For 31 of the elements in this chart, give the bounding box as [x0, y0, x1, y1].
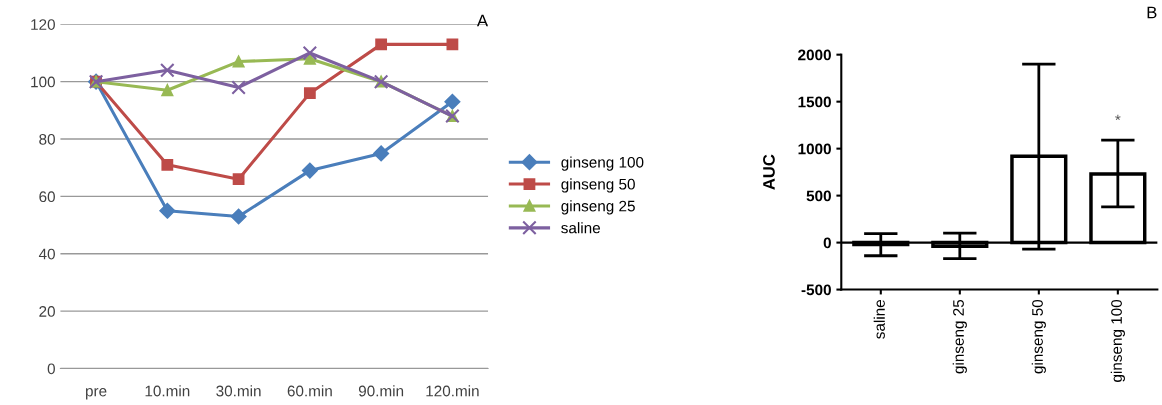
y-tick-label: 1000	[798, 143, 831, 155]
x-tick-label: ginseng 50	[1031, 299, 1046, 374]
y-tick-label: 40	[38, 248, 55, 260]
y-tick-label: 20	[39, 306, 55, 317]
y-tick-label: 60	[39, 191, 55, 203]
annotation: *	[1115, 114, 1121, 121]
x-tick-label: ginseng 25	[952, 299, 967, 374]
x-tick-label: saline	[873, 299, 885, 339]
legend-label: saline	[561, 222, 600, 234]
x-tick-label: ginseng 100	[1110, 299, 1125, 382]
y-tick-label: 0	[47, 363, 55, 375]
y-tick-label: 0	[823, 237, 831, 249]
x-tick-label: 120.min	[426, 385, 479, 397]
x-tick-label: pre	[86, 388, 107, 400]
legend-label: ginseng 25	[561, 200, 635, 215]
y-tick-label: 500	[806, 190, 831, 202]
legend-label: ginseng 50	[561, 178, 635, 193]
y-axis-title: AUC	[763, 154, 775, 190]
x-tick-label: 10.min	[145, 385, 190, 397]
y-tick-label: 120	[31, 19, 55, 30]
y-tick-label: 1500	[798, 96, 831, 108]
chart-title: A	[476, 14, 489, 27]
chart-title: B	[1147, 6, 1157, 19]
y-tick-label: 80	[39, 133, 55, 145]
x-tick-label: 90.min	[358, 385, 404, 397]
y-tick-label: -500	[801, 284, 831, 296]
y-tick-label: 100	[31, 76, 55, 88]
y-tick-label: 2000	[798, 49, 831, 61]
x-tick-label: 60.min	[287, 385, 332, 397]
x-tick-label: 30.min	[216, 385, 261, 397]
legend-label: ginseng 100	[561, 156, 644, 171]
